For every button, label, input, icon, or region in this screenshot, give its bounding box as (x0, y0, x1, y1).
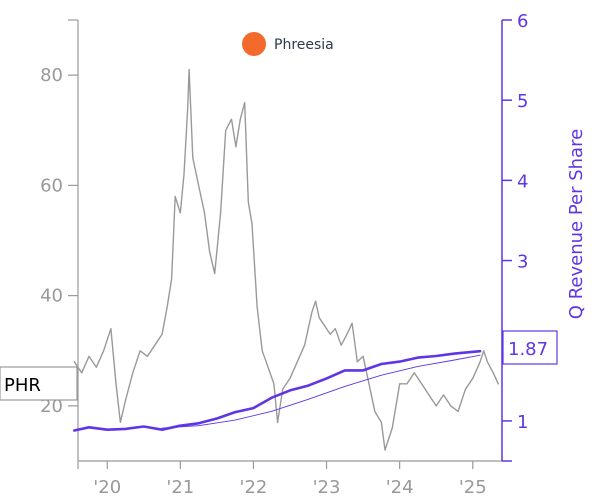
x-axis-tick-label: '23 (313, 477, 341, 498)
x-axis-tick-label: '25 (459, 477, 487, 498)
y-axis-left: 20 40 60 80 (40, 19, 79, 461)
y-axis-left-tick-label: 20 (40, 396, 63, 417)
x-axis-tick-label: '21 (166, 477, 194, 498)
x-axis-tick-label: '20 (93, 477, 121, 498)
y-axis-right-tick-label: 3 (517, 252, 528, 273)
x-axis-tick-label: '22 (240, 477, 268, 498)
y-axis-right-tick-label: 1 (517, 412, 528, 433)
last-value-text: 1.87 (508, 339, 548, 360)
company-name: Phreesia (274, 37, 334, 53)
y-axis-right-tick-label: 4 (517, 171, 528, 192)
y-axis-right: 1 3 4 5 6 (501, 11, 528, 462)
series-layer (73, 68, 499, 451)
revenue-trend-line (161, 354, 481, 429)
y-axis-left-tick-label: 40 (40, 286, 63, 307)
price-line (73, 68, 499, 451)
y-axis-left-tick-label: 80 (40, 65, 63, 86)
x-axis: '20 '21 '22 '23 '24 '25 (77, 460, 502, 498)
ticker-label-box (0, 366, 78, 401)
x-axis-tick-label: '24 (386, 477, 414, 498)
ticker-label-text: PHR (4, 375, 41, 396)
revenue-per-share-line (73, 349, 482, 432)
company-logo-icon (242, 32, 266, 56)
y-axis-right-tick-label: 5 (517, 91, 528, 112)
y-axis-right-label: Q Revenue Per Share (566, 129, 587, 319)
last-value-box (502, 330, 558, 365)
y-axis-right-tick-label: 6 (517, 11, 528, 32)
company-logo: Phreesia (242, 32, 334, 56)
ticker-label: PHR (0, 366, 78, 401)
last-value-label: 1.87 (502, 330, 558, 365)
y-axis-left-tick-label: 60 (40, 175, 63, 196)
